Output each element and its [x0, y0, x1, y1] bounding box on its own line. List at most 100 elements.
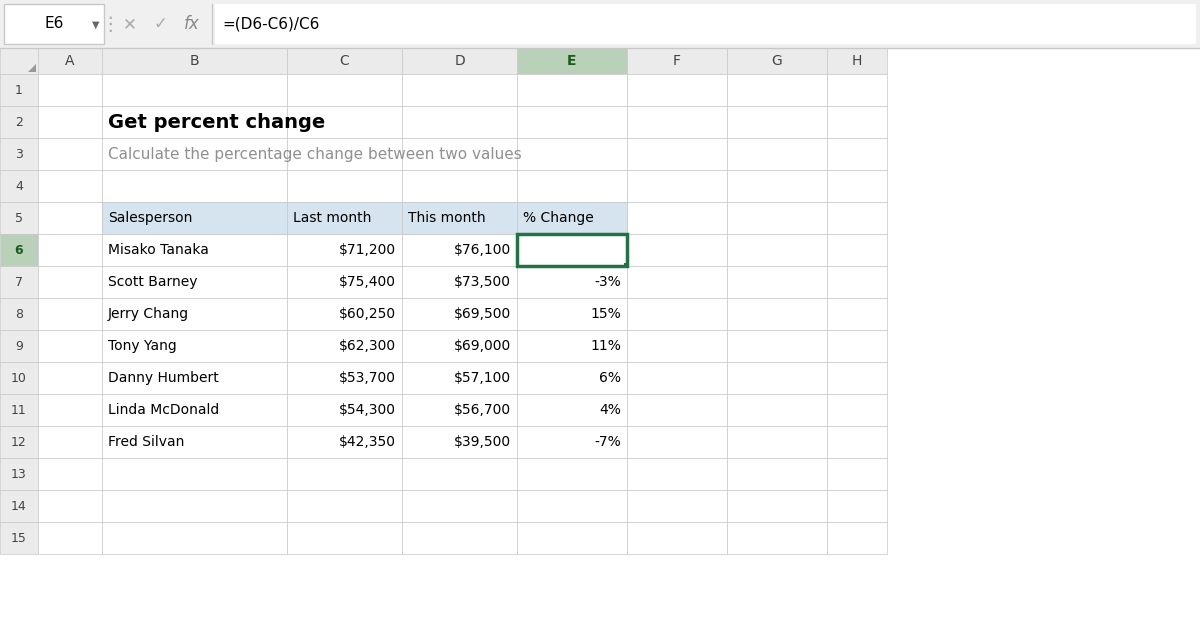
Bar [517, 426, 628, 458]
Bar [827, 362, 887, 394]
Bar [102, 426, 287, 458]
Text: Get percent change: Get percent change [108, 113, 325, 132]
Bar [827, 426, 887, 458]
Bar [628, 202, 727, 234]
Bar [827, 490, 887, 522]
Bar [287, 330, 402, 362]
Bar [38, 362, 102, 394]
Bar [628, 170, 727, 202]
Text: C: C [340, 54, 349, 68]
Text: fx: fx [184, 15, 200, 33]
Polygon shape [28, 64, 36, 72]
Bar [402, 106, 517, 138]
Text: Linda McDonald: Linda McDonald [108, 403, 220, 417]
Bar [827, 266, 887, 298]
Bar [727, 48, 827, 74]
Text: 8: 8 [14, 307, 23, 321]
Bar [727, 362, 827, 394]
Bar [628, 458, 727, 490]
Text: -3%: -3% [594, 275, 622, 289]
Bar [827, 298, 887, 330]
Bar [628, 106, 727, 138]
Bar [628, 522, 727, 554]
Bar [38, 48, 102, 74]
Bar [0, 234, 38, 266]
Text: $71,200: $71,200 [338, 243, 396, 257]
Bar [827, 202, 887, 234]
Text: -7%: -7% [594, 435, 622, 449]
Text: Fred Silvan: Fred Silvan [108, 435, 185, 449]
Bar [38, 490, 102, 522]
Text: 4: 4 [16, 180, 23, 193]
Bar [102, 202, 287, 234]
Bar [102, 202, 287, 234]
Text: E6: E6 [44, 16, 64, 32]
Bar [102, 394, 287, 426]
Text: ▼: ▼ [92, 20, 100, 30]
Text: 15%: 15% [590, 307, 622, 321]
Bar [402, 266, 517, 298]
Bar [517, 202, 628, 234]
Bar [287, 490, 402, 522]
Bar [827, 522, 887, 554]
Bar [38, 138, 102, 170]
Bar [402, 330, 517, 362]
Bar [287, 170, 402, 202]
Text: 6: 6 [14, 244, 23, 256]
Text: 9: 9 [16, 340, 23, 353]
Bar [0, 0, 1200, 48]
Text: ✓: ✓ [154, 15, 167, 33]
Bar [827, 48, 887, 74]
Bar [517, 138, 628, 170]
Text: $60,250: $60,250 [338, 307, 396, 321]
Text: 11: 11 [11, 403, 26, 416]
Bar [727, 234, 827, 266]
Bar [517, 330, 628, 362]
Bar [287, 298, 402, 330]
Bar [287, 74, 402, 106]
Bar [628, 426, 727, 458]
Bar [727, 426, 827, 458]
Bar [0, 298, 38, 330]
Bar [287, 458, 402, 490]
Bar [628, 74, 727, 106]
Bar [102, 266, 287, 298]
Bar [628, 394, 727, 426]
Bar [628, 490, 727, 522]
Bar [628, 330, 727, 362]
Bar [287, 202, 402, 234]
Bar [0, 458, 38, 490]
Bar [727, 522, 827, 554]
Bar [517, 234, 628, 266]
Bar [727, 266, 827, 298]
Bar [0, 490, 38, 522]
Bar [102, 234, 287, 266]
Text: Scott Barney: Scott Barney [108, 275, 198, 289]
Text: $69,500: $69,500 [454, 307, 511, 321]
Bar [102, 74, 287, 106]
Text: 11%: 11% [590, 339, 622, 353]
Bar [517, 522, 628, 554]
Bar [827, 138, 887, 170]
Bar [827, 234, 887, 266]
Text: 7%: 7% [599, 243, 622, 257]
Bar [727, 138, 827, 170]
Bar [102, 138, 287, 170]
Bar [102, 298, 287, 330]
Text: 13: 13 [11, 467, 26, 481]
Bar [0, 48, 38, 74]
Text: $57,100: $57,100 [454, 371, 511, 385]
Bar [38, 426, 102, 458]
Text: This month: This month [408, 211, 486, 225]
Text: 6%: 6% [599, 371, 622, 385]
Bar [0, 362, 38, 394]
Bar [628, 48, 727, 74]
Bar [727, 330, 827, 362]
Bar [287, 362, 402, 394]
Bar [727, 202, 827, 234]
Bar [628, 138, 727, 170]
Bar [402, 490, 517, 522]
Bar [517, 202, 628, 234]
Bar [727, 74, 827, 106]
Text: $69,000: $69,000 [454, 339, 511, 353]
